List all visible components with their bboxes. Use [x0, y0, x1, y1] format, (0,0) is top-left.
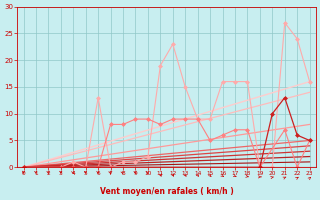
X-axis label: Vent moyen/en rafales ( km/h ): Vent moyen/en rafales ( km/h )	[100, 187, 234, 196]
